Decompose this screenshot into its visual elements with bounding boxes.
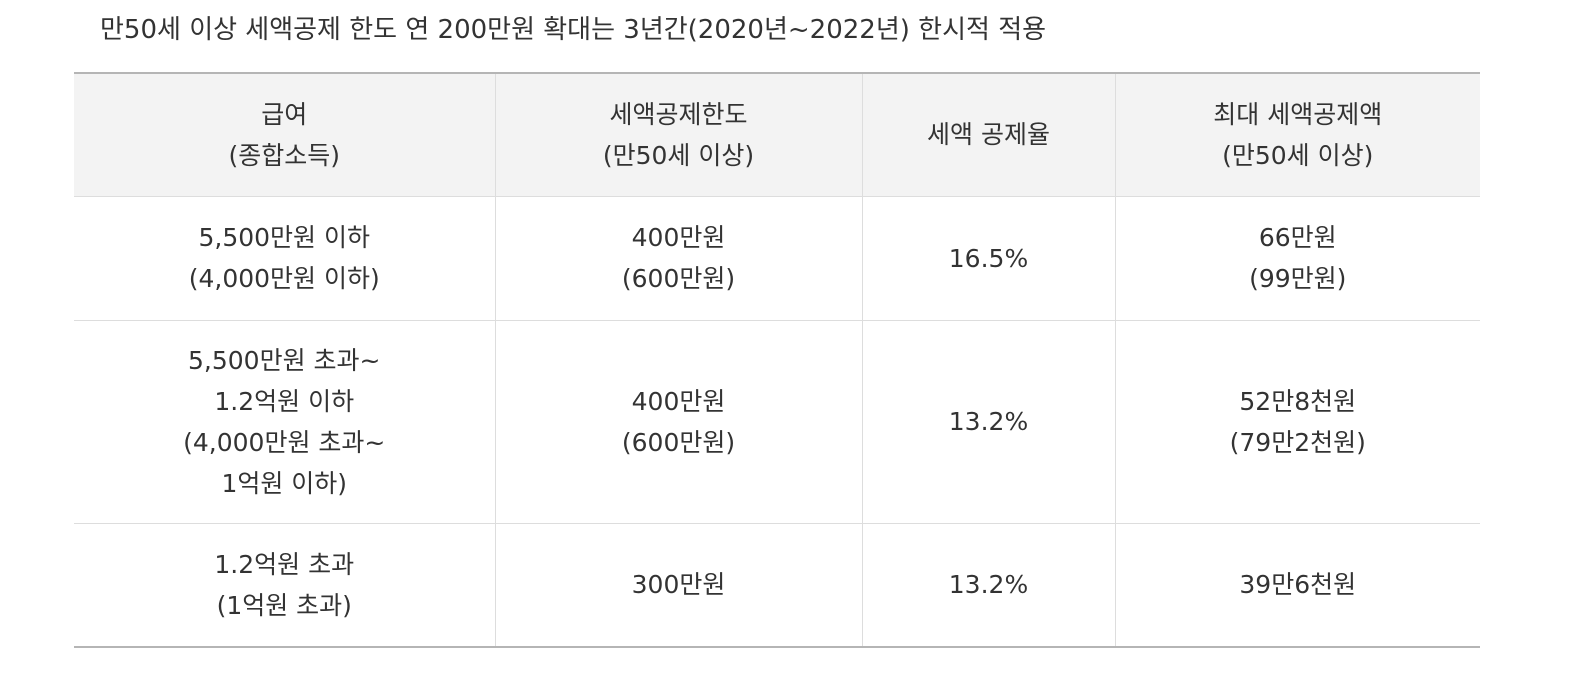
cell-line: (79만2천원) [1229, 427, 1366, 457]
table-cell: 5,500만원 이하 (4,000만원 이하) [74, 196, 496, 321]
cell-line: 세액공제한도 [609, 99, 748, 129]
table-body: 5,500만원 이하 (4,000만원 이하) 400만원 (600만원) 16.5% 6… [74, 196, 1480, 648]
table-cell: 13.2% [861, 320, 1116, 524]
header-row: 급여 (종합소득) 세액공제한도 (만50세 이상) 세액 공제율 최대 세액공제액 (만5… [74, 73, 1480, 197]
table-cell: 16.5% [861, 196, 1116, 321]
table-cell: 400만원 (600만원) [494, 196, 863, 321]
table-row: 5,500만원 이하 (4,000만원 이하) 400만원 (600만원) 16.5% 6… [74, 196, 1480, 321]
table-cell: 300만원 [494, 523, 863, 648]
cell-line: 13.2% [948, 407, 1029, 436]
table-cell: 400만원 (600만원) [494, 320, 863, 524]
cell-line: (종합소득) [228, 140, 340, 170]
cell-line: 39만6천원 [1239, 570, 1357, 600]
cell-line: 1억원 이하) [221, 468, 348, 498]
table-row: 1.2억원 초과 (1억원 초과) 300만원 13.2% 39만6천원 [74, 523, 1480, 648]
cell-line: 400만원 [631, 386, 726, 416]
table-header: 급여 (종합소득) 세액공제한도 (만50세 이상) 세액 공제율 최대 세액공제액 (만5… [74, 73, 1480, 197]
cell-line: 52만8천원 [1239, 386, 1357, 416]
cell-line: 최대 세액공제액 [1213, 99, 1383, 129]
table-cell: 1.2억원 초과 (1억원 초과) [74, 523, 496, 648]
header-cell: 세액공제한도 (만50세 이상) [494, 73, 863, 197]
cell-line: 400만원 [631, 223, 726, 252]
cell-line: 5,500만원 초과~ [188, 345, 381, 375]
cell-line: (4,000만원 이하) [188, 264, 380, 293]
cell-line: 300만원 [631, 570, 726, 600]
cell-line: (4,000만원 초과~ [183, 427, 386, 457]
cell-line: 66만원 [1258, 223, 1337, 252]
header-cell: 급여 (종합소득) [74, 73, 496, 197]
table-cell: 52만8천원 (79만2천원) [1114, 320, 1480, 524]
table-cell: 5,500만원 초과~ 1.2억원 이하 (4,000만원 초과~ 1억원 이하) [74, 320, 496, 524]
cell-line: (600만원) [621, 264, 736, 293]
cell-line: (1억원 초과) [216, 590, 352, 620]
table-cell: 66만원 (99만원) [1114, 196, 1480, 321]
cell-line: (만50세 이상) [602, 140, 755, 170]
table-row: 5,500만원 초과~ 1.2억원 이하 (4,000만원 초과~ 1억원 이하) 40… [74, 320, 1480, 524]
table-cell: 39만6천원 [1114, 523, 1480, 648]
cell-line: 1.2억원 초과 [214, 549, 355, 579]
cell-line: (600만원) [621, 427, 736, 457]
cell-line: 급여 [261, 99, 308, 129]
cell-line: 5,500만원 이하 [198, 223, 371, 252]
cell-line: 세액 공제율 [927, 120, 1050, 150]
title: 만50세 이상 세액공제 한도 연 200만원 확대는 3년간(2020년~20… [100, 15, 1047, 45]
cell-line: (99만원) [1249, 264, 1347, 293]
cell-line: 16.5% [948, 243, 1029, 273]
cell-line: 1.2억원 이하 [214, 386, 355, 416]
header-cell: 세액 공제율 [861, 73, 1116, 197]
header-cell: 최대 세액공제액 (만50세 이상) [1114, 73, 1480, 197]
deduction-table: 급여 (종합소득) 세액공제한도 (만50세 이상) 세액 공제율 최대 세액공제액 (만5… [74, 72, 1480, 648]
cell-line: (만50세 이상) [1222, 140, 1374, 170]
cell-line: 13.2% [948, 570, 1029, 600]
table-cell: 13.2% [861, 523, 1116, 648]
